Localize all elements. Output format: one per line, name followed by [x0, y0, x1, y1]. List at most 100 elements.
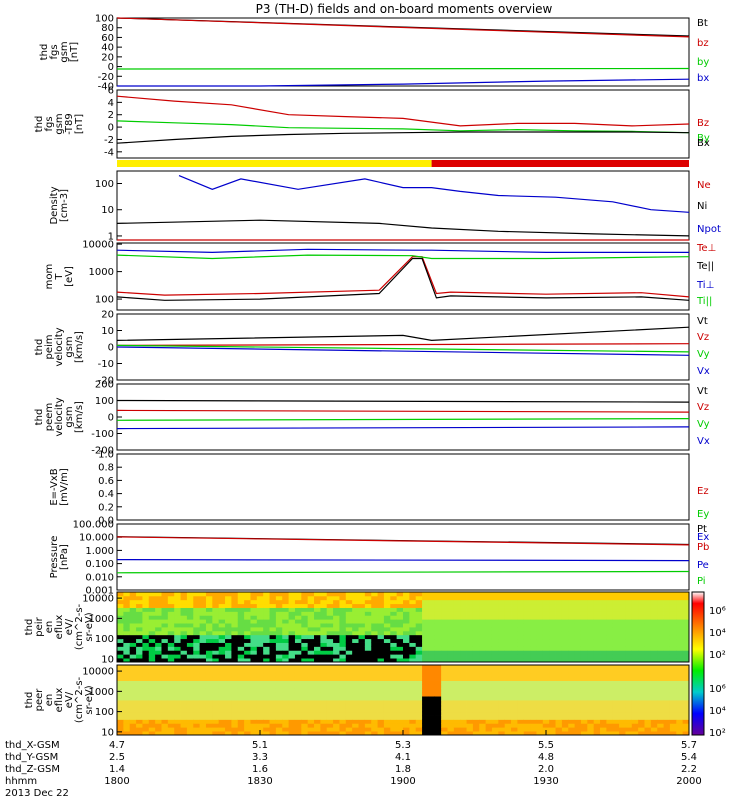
spectrogram-cell [644, 692, 652, 697]
spectrogram-cell [161, 715, 169, 720]
spectrogram-cell [269, 595, 277, 601]
spectrogram-cell [301, 619, 309, 624]
spectrogram-cell [682, 711, 690, 716]
spectrogram-cell [129, 707, 137, 713]
spectrogram-cell [212, 715, 220, 720]
spectrogram-cell [409, 723, 417, 728]
spectrogram-cell [517, 727, 525, 732]
spectrogram-cell [472, 599, 480, 605]
spectrogram-cell [256, 715, 264, 720]
y-axis-label: fgs [44, 116, 55, 131]
spectrogram-cell [205, 676, 213, 681]
spectrogram-cell [447, 634, 455, 640]
spectrogram-cell [301, 638, 309, 643]
spectrogram-cell [142, 615, 150, 620]
spectrogram-cell [174, 700, 181, 705]
spectrogram-cell [314, 703, 321, 709]
spectrogram-cell [441, 665, 448, 670]
spectrogram-cell [205, 719, 213, 724]
spectrogram-cell [218, 611, 226, 616]
spectrogram-cell [390, 680, 398, 685]
spectrogram-cell [523, 727, 531, 732]
spectrogram-cell [612, 619, 620, 624]
spectrogram-cell [542, 615, 550, 620]
spectrogram-cell [358, 619, 366, 624]
spectrogram-cell [638, 619, 645, 624]
spectrogram-cell [434, 711, 442, 716]
spectrogram-cell [333, 700, 340, 705]
spectrogram-cell [352, 707, 359, 713]
spectrogram-cell [682, 611, 690, 616]
spectrogram-cell [155, 665, 162, 670]
spectrogram-cell [142, 680, 150, 685]
spectrogram-cell [123, 642, 131, 647]
spectrogram-cell [358, 692, 366, 697]
spectrogram-cell [428, 654, 436, 659]
spectrogram-cell [460, 599, 467, 605]
spectrogram-cell [536, 595, 544, 601]
spectrogram-cell [555, 696, 563, 701]
spectrogram-cell [549, 638, 556, 643]
spectrogram-cell [294, 650, 302, 655]
spectrogram-cell [237, 623, 245, 628]
spectrogram-cell [638, 630, 645, 636]
spectrogram-cell [619, 658, 626, 663]
spectrogram-cell [364, 650, 372, 655]
spectrogram-cell [536, 680, 544, 685]
spectrogram-cell [644, 603, 652, 608]
spectrogram-cell [218, 623, 226, 628]
spectrogram-cell [479, 592, 487, 597]
time-tick-label: 3.3 [252, 752, 268, 763]
spectrogram-cell [650, 707, 658, 713]
spectrogram-cell [669, 650, 677, 655]
spectrogram-cell [129, 630, 137, 636]
spectrogram-cell [669, 619, 677, 624]
spectrogram-cell [237, 630, 245, 636]
spectrogram-cell [606, 658, 614, 663]
spectrogram-cell [606, 668, 614, 674]
spectrogram-cell [364, 696, 372, 701]
spectrogram-cell [231, 592, 239, 597]
spectrogram-cell [441, 696, 448, 701]
spectrogram-cell [574, 672, 582, 678]
spectrogram-cell [377, 650, 385, 655]
spectrogram-cell [275, 676, 283, 681]
spectrogram-cell [409, 623, 417, 628]
spectrogram-cell [644, 646, 652, 651]
spectrogram-cell [167, 646, 175, 651]
spectrogram-cell [453, 715, 461, 720]
spectrogram-cell [364, 615, 372, 620]
spectrogram-cell [428, 665, 436, 670]
spectrogram-cell [142, 715, 150, 720]
spectrogram-cell [650, 603, 658, 608]
spectrogram-cell [123, 680, 131, 685]
spectrogram-cell [460, 672, 467, 678]
spectrogram-cell [212, 684, 220, 689]
spectrogram-cell [320, 707, 328, 713]
spectrogram-cell [530, 719, 537, 724]
spectrogram-cell [225, 642, 232, 647]
spectrogram-cell [282, 638, 289, 643]
spectrogram-cell [549, 668, 556, 674]
spectrogram-cell [186, 700, 194, 705]
spectrogram-cell [593, 658, 601, 663]
spectrogram-cell [612, 658, 620, 663]
spectrogram-cell [491, 599, 499, 605]
spectrogram-cell [225, 654, 232, 659]
spectrogram-cell [263, 623, 270, 628]
spectrogram-cell [498, 715, 506, 720]
spectrogram-cell [498, 688, 506, 693]
spectrogram-cell [275, 700, 283, 705]
spectrogram-cell [117, 723, 124, 728]
spectrogram-cell [180, 592, 188, 597]
spectrogram-cell [129, 723, 137, 728]
spectrogram-cell [358, 658, 366, 663]
spectrogram-cell [415, 692, 423, 697]
spectrogram-cell [282, 672, 289, 678]
spectrogram-cell [390, 611, 398, 616]
spectrogram-cell [301, 599, 309, 605]
spectrogram-cell [676, 646, 684, 651]
spectrogram-cell [358, 668, 366, 674]
spectrogram-cell [517, 638, 525, 643]
